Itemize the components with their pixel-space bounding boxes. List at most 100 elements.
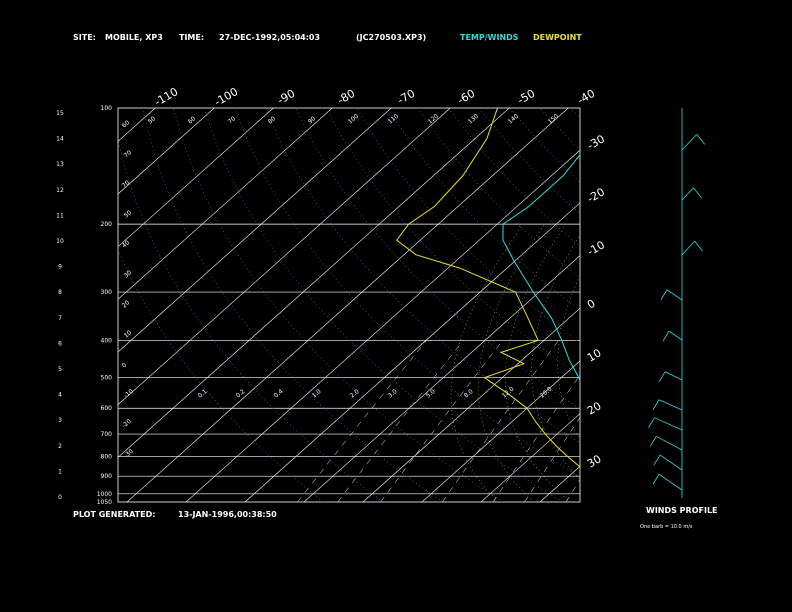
wind-barb-flag bbox=[648, 417, 655, 428]
moist-adiabat bbox=[659, 224, 789, 502]
dry-adiabat bbox=[784, 108, 792, 502]
top-temp-label: -100 bbox=[212, 85, 240, 109]
dry-adiabat bbox=[693, 108, 792, 502]
wind-barb-flag bbox=[693, 187, 702, 199]
right-temp-label: 0 bbox=[585, 297, 598, 312]
top-temp-label: -110 bbox=[152, 85, 180, 109]
height-tick-label: 8 bbox=[58, 289, 62, 296]
moist-adiabat bbox=[477, 223, 545, 502]
height-tick-label: 7 bbox=[58, 315, 62, 322]
winds-profile bbox=[648, 108, 706, 498]
dry-adiabat-label: 40 bbox=[121, 239, 131, 249]
dry-adiabat-label: 70 bbox=[121, 179, 131, 189]
wind-barb-flag bbox=[660, 289, 668, 300]
right-temp-label: -20 bbox=[585, 185, 607, 205]
wind-barb bbox=[664, 371, 683, 381]
dry-adiabat bbox=[142, 108, 444, 502]
wind-barb bbox=[681, 187, 694, 201]
height-tick-label: 5 bbox=[58, 366, 62, 373]
mixing-ratio-label: 5.0 bbox=[425, 388, 437, 400]
mixing-ratio-line bbox=[337, 340, 464, 502]
moist-adiabat-label: 140 bbox=[507, 113, 520, 126]
pressure-tick-label: 500 bbox=[101, 375, 113, 382]
top-temp-label: -80 bbox=[335, 87, 357, 107]
mixing-ratio-label: 8.0 bbox=[463, 388, 475, 400]
height-tick-label: 12 bbox=[56, 187, 64, 194]
wind-barb-flag bbox=[653, 454, 661, 466]
dry-adiabat bbox=[662, 108, 792, 502]
height-tick-label: 13 bbox=[56, 161, 64, 168]
isotherm bbox=[118, 108, 451, 406]
right-temp-label: 10 bbox=[585, 346, 604, 364]
header: SITE: MOBILE, XP3 TIME: 27-DEC-1992,05:0… bbox=[73, 33, 582, 42]
dry-adiabat bbox=[570, 108, 580, 119]
isotherm bbox=[362, 307, 580, 502]
pressure-tick-label: 900 bbox=[101, 473, 113, 480]
dry-adiabat-label: -10 bbox=[123, 388, 135, 400]
dry-adiabat bbox=[417, 108, 580, 279]
wind-barb bbox=[659, 454, 683, 471]
dry-adiabat bbox=[118, 136, 384, 502]
dry-adiabat-label: 70 bbox=[123, 149, 133, 159]
moist-adiabat-label: 70 bbox=[227, 115, 237, 125]
moist-adiabat-label: 110 bbox=[387, 113, 400, 126]
right-temp-label: 20 bbox=[585, 399, 604, 417]
footer: PLOT GENERATED: 13-JAN-1996,00:38:50 WIN… bbox=[73, 506, 718, 530]
isotherm bbox=[118, 108, 274, 248]
moist-adiabat-label: 90 bbox=[307, 115, 317, 125]
mixing-ratio-label: 0.1 bbox=[197, 388, 209, 400]
mixing-ratio-line bbox=[606, 340, 706, 502]
dry-adiabat-label: 0 bbox=[121, 362, 129, 370]
mixing-ratio-label: 0.2 bbox=[235, 388, 247, 400]
pressure-tick-label: 400 bbox=[101, 337, 113, 344]
mixing-ratio-line bbox=[442, 340, 559, 502]
moist-adiabat-label: 130 bbox=[467, 113, 480, 126]
moist-adiabat-label: 50 bbox=[147, 115, 157, 125]
wind-barb bbox=[658, 473, 683, 491]
wind-barb-flag bbox=[652, 474, 660, 485]
generated-value: 13-JAN-1996,00:38:50 bbox=[178, 510, 277, 519]
sounding-curves bbox=[396, 108, 580, 468]
wind-barb-flag bbox=[649, 436, 657, 447]
isotherm bbox=[480, 413, 580, 502]
wind-barb bbox=[658, 399, 683, 411]
moist-adiabat-label: 120 bbox=[427, 113, 440, 126]
mixing-ratio-label: 3.0 bbox=[387, 388, 399, 400]
pressure-tick-label: 1000 bbox=[97, 491, 112, 498]
dry-adiabat-label: 60 bbox=[121, 119, 131, 129]
isotherm bbox=[776, 108, 792, 502]
mixing-ratio-line bbox=[565, 479, 580, 502]
chart-grid bbox=[117, 107, 792, 503]
top-temp-label: -60 bbox=[455, 87, 477, 107]
legend-temp: TEMP/WINDS bbox=[460, 33, 519, 42]
isotherm bbox=[717, 108, 792, 502]
moist-adiabat-label: 80 bbox=[267, 115, 277, 125]
dry-adiabat bbox=[173, 108, 503, 502]
dry-adiabat bbox=[447, 108, 580, 247]
pressure-tick-label: 300 bbox=[101, 289, 113, 296]
mixing-ratio-label: 0.4 bbox=[273, 388, 285, 400]
winds-profile-title: WINDS PROFILE bbox=[646, 506, 718, 515]
temperature-curve bbox=[502, 154, 580, 383]
moist-adiabat-label: 100 bbox=[347, 113, 360, 126]
isotherm bbox=[118, 108, 333, 300]
height-tick-label: 4 bbox=[58, 392, 62, 399]
pressure-tick-label: 700 bbox=[101, 431, 113, 438]
pressure-tick-label: 1050 bbox=[97, 499, 112, 506]
dry-adiabat bbox=[325, 108, 580, 376]
moist-adiabat bbox=[504, 223, 571, 502]
wind-barb bbox=[656, 435, 683, 451]
isotherm bbox=[126, 108, 569, 502]
moist-adiabat-label: 150 bbox=[547, 113, 560, 126]
wind-barb-flag bbox=[658, 371, 666, 382]
height-tick-label: 0 bbox=[58, 494, 62, 501]
pressure-tick-label: 600 bbox=[101, 405, 113, 412]
right-temp-label: -30 bbox=[585, 132, 607, 152]
isotherm bbox=[118, 108, 392, 353]
chart-labels: 1002003004005006007008009001000105001234… bbox=[56, 85, 607, 506]
dry-adiabat-label: 10 bbox=[123, 329, 133, 339]
mixing-ratio-line bbox=[492, 374, 580, 502]
isotherm bbox=[118, 108, 156, 142]
isotherm bbox=[658, 108, 792, 502]
mixing-ratio-label: 1.0 bbox=[311, 388, 323, 400]
